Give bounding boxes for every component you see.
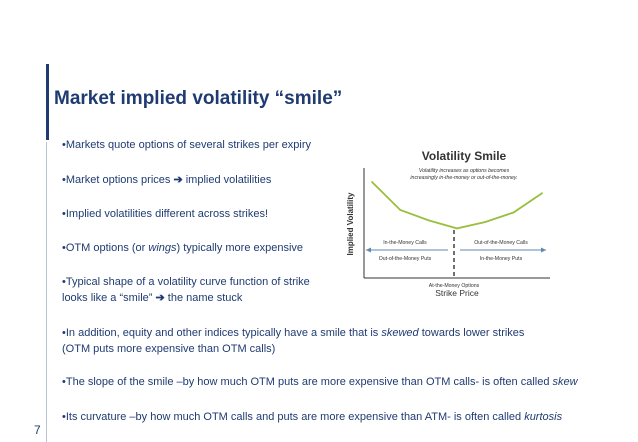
right-label-2: In-the-Money Puts [480, 256, 523, 262]
smile-point-5 [512, 211, 515, 214]
bullet-4: •OTM options (or wings) typically more e… [62, 240, 303, 256]
bullet-7-emphasis: skew [552, 376, 578, 388]
slide-title: Market implied volatility “smile” [54, 88, 343, 109]
bullet-1: •Markets quote options of several strike… [62, 137, 311, 153]
bullet-8: •Its curvature –by how much OTM calls an… [62, 409, 562, 425]
title-accent-bar [46, 64, 49, 140]
volatility-smile-chart: Volatility Smile Volatility increases as… [338, 142, 560, 307]
chart-note-line-2: increasingly in-the-money or out-of-the-… [410, 175, 517, 181]
bullet-6: •In addition, equity and other indices t… [62, 325, 524, 357]
chart-note-line-1: Volatility increases as options becomes [419, 168, 510, 174]
bullet-1-text: •Markets quote options of several strike… [62, 139, 312, 151]
smile-point-6 [541, 192, 543, 195]
bullet-3: •Implied volatilities different across s… [62, 206, 268, 222]
left-label-2: Out-of-the-Money Puts [379, 256, 432, 262]
x-axis-label: Strike Price [435, 288, 479, 298]
bullet-8-emphasis: kurtosis [524, 411, 563, 423]
bullet-5-line-2-end: the name stuck [164, 292, 243, 304]
bullet-4-text-start: •OTM options (or [62, 242, 149, 254]
left-arrow-icon [366, 247, 371, 253]
bullet-2-text-end: implied volatilities [182, 174, 272, 186]
bullet-5-line-2: looks like a “smile” ➔ the name stuck [62, 290, 310, 306]
bullet-2-text-start: •Market options prices [62, 174, 174, 186]
bullet-6-text-end: towards lower strikes [418, 327, 525, 339]
smile-series [371, 181, 543, 230]
bullet-4-text-end: ) typically more expensive [176, 242, 304, 254]
bullet-6-text-start: •In addition, equity and other indices t… [62, 327, 382, 339]
bullet-3-text: •Implied volatilities different across s… [62, 208, 269, 220]
bullet-7-text: •The slope of the smile –by how much OTM… [62, 376, 553, 388]
left-label-1: In-the-Money Calls [383, 240, 427, 246]
bullet-7: •The slope of the smile –by how much OTM… [62, 374, 578, 390]
page-number: 7 [34, 423, 41, 437]
bullet-2: •Market options prices ➔ implied volatil… [62, 172, 271, 188]
smile-point-4 [484, 221, 487, 223]
bullet-8-text: •Its curvature –by how much OTM calls an… [62, 411, 525, 423]
left-divider [46, 142, 47, 442]
arrow-icon: ➔ [155, 292, 165, 304]
smile-point-3 [456, 227, 458, 230]
bullet-6-line-2: (OTM puts more expensive than OTM calls) [62, 343, 276, 355]
smile-point-2 [427, 219, 430, 222]
chart-svg: Volatility Smile Volatility increases as… [346, 149, 550, 298]
right-arrow-icon [541, 247, 546, 253]
smile-curve-line [371, 181, 543, 230]
atm-label: At-the-Money Options [429, 283, 480, 289]
smile-point-0 [371, 181, 373, 183]
arrow-icon: ➔ [173, 174, 183, 186]
bullet-5-line-2-start: looks like a “smile” [62, 292, 156, 304]
bullet-6-line-1: •In addition, equity and other indices t… [62, 325, 524, 341]
bullet-5-line-1: •Typical shape of a volatility curve fun… [62, 276, 310, 288]
right-label-1: Out-of-the-Money Calls [474, 240, 528, 246]
smile-point-1 [399, 209, 402, 211]
bullet-6-emphasis: skewed [381, 327, 419, 339]
bullet-4-emphasis: wings [148, 242, 177, 254]
bullet-5: •Typical shape of a volatility curve fun… [62, 274, 310, 306]
chart-title: Volatility Smile [422, 149, 507, 163]
y-axis-label: Implied Volatility [346, 192, 355, 256]
